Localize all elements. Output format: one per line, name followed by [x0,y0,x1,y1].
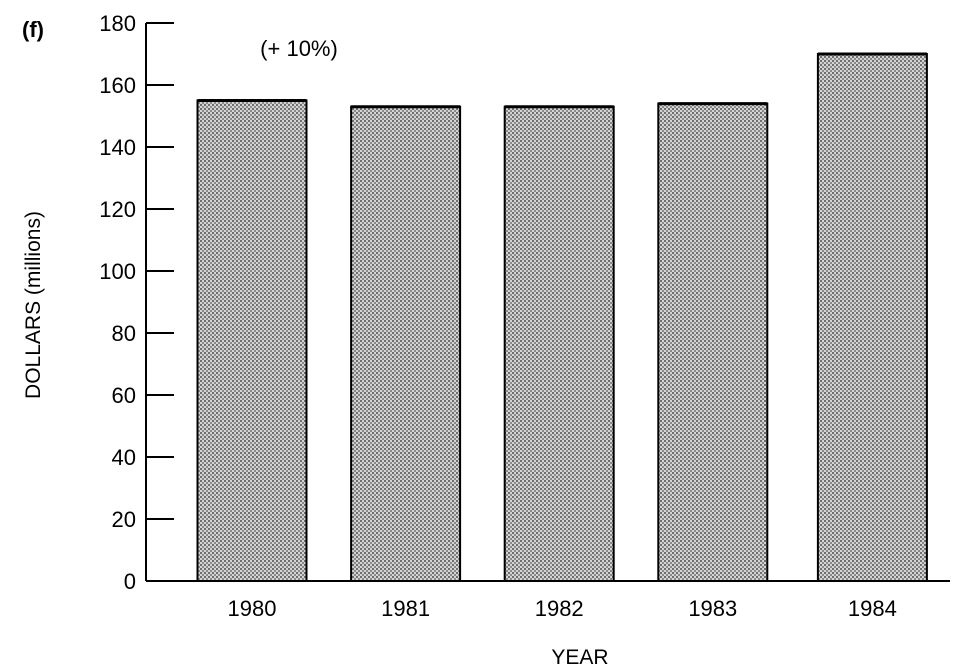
y-axis-title: DOLLARS (millions) [22,211,45,399]
bar-1981 [350,105,462,582]
bar-1983 [657,102,769,582]
bars [196,52,928,582]
y-tick-label: 40 [112,445,136,470]
y-axis: 0 20 40 60 80 100 120 140 160 180 [99,11,174,594]
x-axis: 1980 1981 1982 1983 1984 [146,580,950,621]
x-tick-label: 1980 [228,596,277,621]
y-tick-label: 140 [99,135,136,160]
x-tick-label: 1982 [535,596,584,621]
x-tick-label: 1983 [688,596,737,621]
y-tick-label: 60 [112,383,136,408]
x-tick-label: 1981 [381,596,430,621]
panel-label: (f) [22,17,44,42]
y-tick-label: 160 [99,73,136,98]
annotations: (+ 10%) [260,36,338,61]
x-axis-title: YEAR [551,646,608,667]
y-tick-label: 20 [112,507,136,532]
y-tick-label: 100 [99,259,136,284]
y-tick-label: 120 [99,197,136,222]
bar-1982 [503,105,615,582]
bar-1984 [816,53,928,582]
y-tick-label: 80 [112,321,136,346]
annotation-label: (+ 10%) [260,36,338,61]
y-tick-label: 0 [124,569,136,594]
x-tick-label: 1984 [848,596,897,621]
bar-1980 [196,99,308,582]
y-tick-label: 180 [99,11,136,36]
